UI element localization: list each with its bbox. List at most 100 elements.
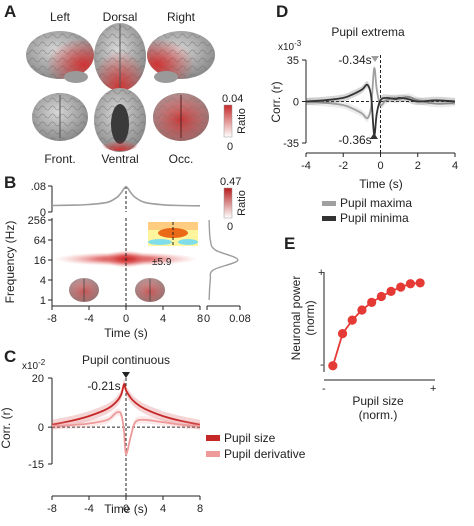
- d-max-marker: [371, 56, 379, 62]
- d-series-line-pupil-maxima: [305, 67, 456, 120]
- d-series-band-pupil-minima: [306, 81, 455, 139]
- colorbar-a-min: 0: [227, 141, 233, 153]
- e-y-plus: +: [318, 267, 324, 279]
- e-ylabel-1: Neuronal power: [289, 276, 303, 361]
- b-side-tick-max: 0.08: [229, 313, 250, 325]
- c-ylabel: Corr. (r): [0, 407, 13, 448]
- legend-label-pupil-maxima: Pupil maxima: [340, 196, 412, 210]
- c-scale: x10-2: [22, 358, 46, 372]
- b-xtick-8: 8: [197, 313, 203, 325]
- c-xtick-label: -4: [84, 503, 94, 515]
- c-series-line-pupil-size: [51, 383, 201, 426]
- view-label-right: Right: [167, 10, 196, 24]
- e-data-point: [405, 279, 416, 289]
- panel-a: A Left Dorsal Right: [4, 2, 248, 166]
- d-ytick-label: -35: [283, 138, 299, 150]
- panel-b-letter: B: [4, 173, 16, 192]
- d-legend: Pupil maxima Pupil minima: [322, 196, 412, 225]
- brain-right-view: [147, 31, 215, 83]
- panel-b: B .08 0 ±5.9: [3, 173, 251, 340]
- b-top-tick-min: 0: [40, 207, 46, 219]
- b-top-tick-max: .08: [31, 181, 46, 193]
- panel-a-letter: A: [4, 2, 16, 21]
- view-label-dorsal: Dorsal: [103, 10, 138, 24]
- e-data-point: [337, 329, 348, 339]
- d-min-label: -0.36s: [338, 133, 371, 147]
- legend-swatch-pupil-derivative: [206, 451, 220, 457]
- panel-d-letter: D: [276, 2, 288, 21]
- d-xtick-label: -2: [338, 160, 348, 172]
- brain-occipital-view: [153, 93, 209, 141]
- e-data-point: [376, 291, 386, 302]
- panel-d: D Pupil extrema x10-3 -0.34s -0.36s Corr…: [269, 2, 458, 225]
- colorbar-b: [223, 187, 233, 219]
- b-side-profile-line: [208, 219, 239, 301]
- e-series-line: [332, 282, 421, 367]
- b-yticks: 256 64 16 4 1: [28, 215, 52, 307]
- b-xticks: -8 -4 0 4 8: [47, 306, 203, 325]
- colorbar-b-min: 0: [227, 221, 233, 233]
- c-peak-marker: [122, 372, 130, 378]
- e-data-point: [347, 315, 357, 325]
- panel-e: E Neuronal power (norm) Pupil size (norm…: [284, 234, 436, 422]
- legend-label-pupil-minima: Pupil minima: [340, 211, 409, 225]
- panel-c: C x10-2 Pupil continuous -0.21s Corr. (r…: [0, 347, 306, 516]
- legend-label-pupil-derivative: Pupil derivative: [224, 447, 306, 461]
- b-ytick-1: 1: [40, 295, 46, 307]
- b-ylabel: Frequency (Hz): [3, 221, 17, 304]
- colorbar-a-label: Ratio: [236, 108, 248, 134]
- b-ytick-4: 4: [40, 275, 46, 287]
- c-ytick-label: 0: [38, 422, 44, 434]
- d-xtick-label: -4: [301, 160, 311, 172]
- e-xlabel-1: Pupil size: [352, 394, 404, 408]
- d-ytick-label: 0: [293, 97, 299, 109]
- c-series-line-pupil-derivative: [51, 411, 201, 456]
- e-x-minus: -: [322, 383, 326, 395]
- colorbar-a: [223, 104, 233, 138]
- d-xlabel: Time (s): [359, 177, 403, 191]
- d-ylabel: Corr. (r): [269, 81, 283, 122]
- e-x-plus: +: [430, 383, 436, 395]
- c-xtick-label: -8: [47, 503, 57, 515]
- c-ytick-label: -15: [28, 459, 44, 471]
- e-data-point: [328, 361, 338, 371]
- b-inset: [148, 222, 198, 246]
- c-title: Pupil continuous: [82, 353, 170, 367]
- view-label-occipital: Occ.: [169, 152, 194, 166]
- panel-c-letter: C: [4, 347, 16, 366]
- e-data-point: [415, 278, 425, 288]
- brain-left-view: [26, 31, 94, 83]
- c-xtick-label: 4: [160, 503, 166, 515]
- b-brain-left: [69, 278, 99, 302]
- brain-dorsal-view: [94, 23, 146, 91]
- c-peak-label: -0.21s: [87, 379, 120, 393]
- colorbar-a-max: 0.04: [222, 93, 243, 105]
- d-series-band-pupil-maxima: [306, 64, 455, 122]
- legend-swatch-pupil-size: [206, 435, 220, 441]
- panel-e-letter: E: [284, 234, 295, 253]
- legend-swatch-pupil-maxima: [322, 201, 336, 206]
- colorbar-b-label: Ratio: [236, 190, 248, 216]
- c-legend: Pupil size Pupil derivative: [206, 431, 306, 461]
- e-xlabel-2: (norm.): [359, 408, 398, 422]
- b-xtick-neg8: -8: [47, 313, 57, 325]
- d-series-line-pupil-minima: [305, 83, 456, 136]
- panel-b-side-profile: 0 0.08: [204, 219, 251, 325]
- view-label-front: Front.: [44, 152, 75, 166]
- b-brain-right: [135, 278, 165, 302]
- brain-front-view: [32, 93, 88, 141]
- b-ytick-256: 256: [28, 215, 46, 227]
- b-xlabel: Time (s): [104, 326, 148, 340]
- b-top-trace-line: [51, 185, 201, 207]
- b-xtick-4: 4: [160, 313, 166, 325]
- b-inset-label: ±5.9: [152, 257, 172, 268]
- b-xtick-neg4: -4: [84, 313, 94, 325]
- colorbar-b-max: 0.47: [220, 176, 241, 188]
- c-xtick-label: 8: [197, 503, 203, 515]
- e-data-point: [367, 297, 377, 307]
- b-xtick-0: 0: [123, 313, 129, 325]
- e-data-point: [386, 286, 396, 296]
- panel-b-heatmap: ±5.9 256 64 16 4: [3, 215, 203, 340]
- d-min-marker: [370, 133, 378, 139]
